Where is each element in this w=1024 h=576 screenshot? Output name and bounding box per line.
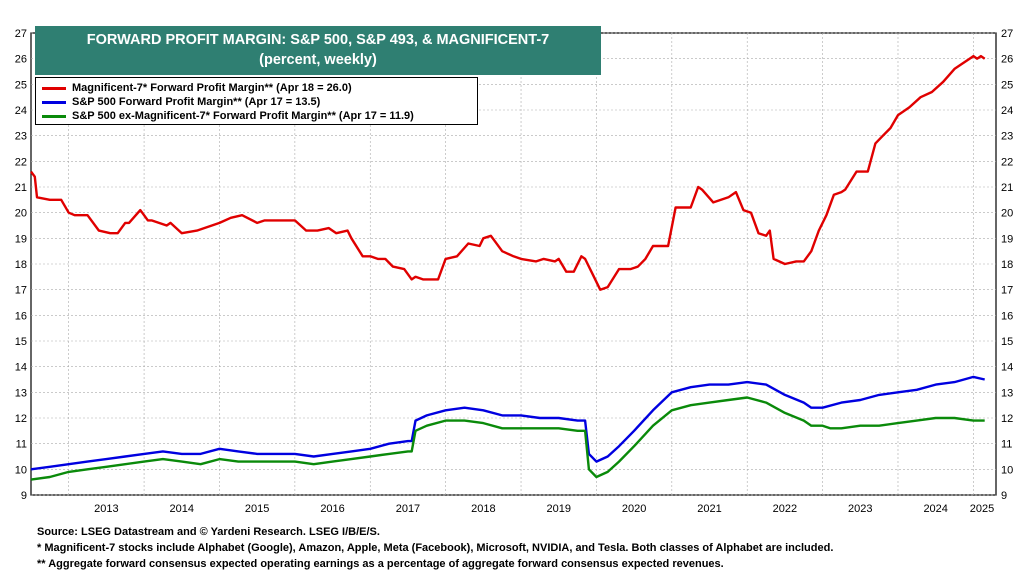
y-tick-label-left: 15 xyxy=(15,336,27,348)
footnote-aggregate: ** Aggregate forward consensus expected … xyxy=(37,558,724,570)
chart-subtitle: (percent, weekly) xyxy=(259,52,377,68)
y-tick-label-left: 10 xyxy=(15,464,27,476)
y-tick-label-right: 26 xyxy=(1001,54,1013,66)
y-tick-label-left: 18 xyxy=(15,259,27,271)
x-tick-label: 2016 xyxy=(320,503,344,515)
y-tick-label-left: 26 xyxy=(15,54,27,66)
y-tick-label-right: 27 xyxy=(1001,28,1013,40)
y-tick-label-left: 21 xyxy=(15,182,27,194)
y-tick-label-left: 17 xyxy=(15,285,27,297)
y-tick-label-right: 22 xyxy=(1001,156,1013,168)
y-tick-label-right: 25 xyxy=(1001,79,1013,91)
y-tick-label-left: 24 xyxy=(15,105,27,117)
y-tick-label-left: 19 xyxy=(15,233,27,245)
x-tick-label: 2025 xyxy=(970,503,994,515)
grid-lines xyxy=(31,32,996,496)
y-tick-label-right: 10 xyxy=(1001,464,1013,476)
y-tick-label-left: 16 xyxy=(15,310,27,322)
y-tick-label-right: 21 xyxy=(1001,182,1013,194)
series-line-2 xyxy=(30,396,985,481)
legend-swatch-blue xyxy=(42,100,66,104)
y-tick-label-right: 11 xyxy=(1001,439,1012,451)
y-tick-label-left: 23 xyxy=(15,131,27,143)
y-tick-label-right: 20 xyxy=(1001,208,1013,220)
legend-item-sp493: S&P 500 ex-Magnificent-7* Forward Profit… xyxy=(42,109,477,123)
x-tick-label: 2023 xyxy=(848,503,872,515)
y-tick-label-left: 22 xyxy=(15,156,27,168)
y-tick-label-left: 20 xyxy=(15,208,27,220)
series-line-1 xyxy=(30,375,985,471)
x-tick-label: 2014 xyxy=(170,503,194,515)
x-tick-label: 2017 xyxy=(396,503,420,515)
x-tick-label: 2021 xyxy=(697,503,721,515)
footnote-source: Source: LSEG Datastream and © Yardeni Re… xyxy=(37,526,380,538)
legend-label-magnificent-7: Magnificent-7* Forward Profit Margin** (… xyxy=(72,82,352,94)
series-line-0 xyxy=(30,54,986,291)
chart-title: FORWARD PROFIT MARGIN: S&P 500, S&P 493,… xyxy=(86,32,550,48)
footnote-magnificent-7: * Magnificent-7 stocks include Alphabet … xyxy=(37,542,834,554)
x-tick-label: 2022 xyxy=(773,503,797,515)
y-tick-label-right: 17 xyxy=(1001,285,1013,297)
footnotes: Source: LSEG Datastream and © Yardeni Re… xyxy=(37,524,1017,572)
x-tick-label: 2024 xyxy=(923,503,947,515)
y-tick-label-left: 13 xyxy=(15,387,27,399)
x-tick-label: 2019 xyxy=(546,503,570,515)
axis-ticks: 9 9 10 10 11 11 12 12 13 13 14 14 15 15 16 16 17 17 18 18 19… xyxy=(15,28,1014,515)
x-tick-label: 2020 xyxy=(622,503,646,515)
y-tick-label-right: 15 xyxy=(1001,336,1013,348)
y-tick-label-right: 24 xyxy=(1001,105,1013,117)
y-tick-label-left: 11 xyxy=(16,439,27,451)
x-tick-label: 2013 xyxy=(94,503,118,515)
y-tick-label-right: 12 xyxy=(1001,413,1013,425)
legend: Magnificent-7* Forward Profit Margin** (… xyxy=(35,77,478,125)
legend-swatch-red xyxy=(42,86,66,90)
legend-swatch-green xyxy=(42,114,66,118)
y-tick-label-right: 18 xyxy=(1001,259,1013,271)
legend-label-sp493: S&P 500 ex-Magnificent-7* Forward Profit… xyxy=(72,110,414,122)
x-tick-label: 2015 xyxy=(245,503,269,515)
y-tick-label-right: 14 xyxy=(1001,362,1013,374)
legend-label-sp500: S&P 500 Forward Profit Margin** (Apr 17 … xyxy=(72,96,321,108)
y-tick-label-left: 27 xyxy=(15,28,27,40)
y-tick-label-left: 12 xyxy=(15,413,27,425)
y-tick-label-left: 25 xyxy=(15,79,27,91)
y-tick-label-right: 9 xyxy=(1001,490,1007,502)
y-tick-label-right: 13 xyxy=(1001,387,1013,399)
y-tick-label-left: 14 xyxy=(15,362,27,374)
y-tick-label-right: 16 xyxy=(1001,310,1013,322)
data-series xyxy=(30,54,986,481)
legend-item-sp500: S&P 500 Forward Profit Margin** (Apr 17 … xyxy=(42,95,477,109)
chart-title-box: FORWARD PROFIT MARGIN: S&P 500, S&P 493,… xyxy=(35,26,601,75)
y-tick-label-right: 19 xyxy=(1001,233,1013,245)
y-tick-label-left: 9 xyxy=(21,490,27,502)
y-tick-label-right: 23 xyxy=(1001,131,1013,143)
x-tick-label: 2018 xyxy=(471,503,495,515)
legend-item-magnificent-7: Magnificent-7* Forward Profit Margin** (… xyxy=(42,81,477,95)
